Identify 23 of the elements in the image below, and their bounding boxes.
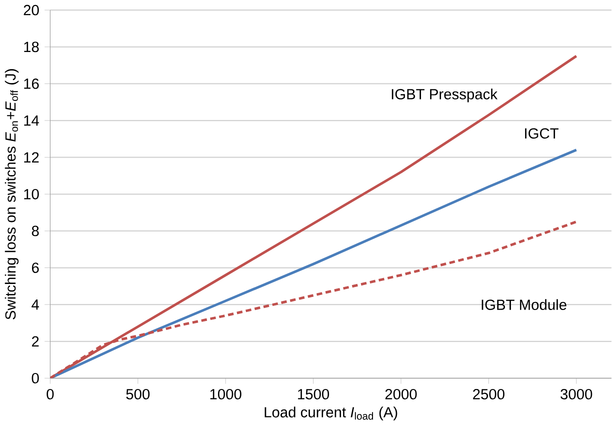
x-tick-label: 0 [46, 388, 54, 400]
series-label: IGCT [525, 128, 558, 139]
x-axis-title: Load current I$_{load}$ (A) [264, 406, 398, 420]
y-axis-title: Switching loss on switches E$_{on}$+E$_{off}$ (J) [4, 69, 19, 320]
x-tick-label: 2500 [473, 388, 504, 400]
y-tick-label: 6 [32, 262, 39, 273]
text: IGBT Module [482, 299, 566, 310]
y-tick-label: 2 [32, 336, 39, 346]
y-tick-label: 0 [32, 372, 39, 384]
y-tick-label: 20 [24, 4, 39, 16]
y-tick-label: 4 [32, 299, 39, 310]
y-tick-label: 8 [32, 226, 39, 236]
y-tick-label: 18 [24, 42, 39, 52]
x-tick-label: 3000 [560, 388, 592, 400]
y-tick-label: 14 [24, 115, 39, 126]
y-tick-label: 12 [24, 152, 39, 162]
x-tick-label: 2000 [385, 388, 417, 400]
y-tick-label: 16 [24, 78, 39, 89]
x-tick-label: 500 [126, 388, 150, 400]
series-label: IGBT Presspack [392, 88, 498, 102]
x-tick-label: 1500 [298, 388, 330, 400]
y-tick-label: 10 [24, 188, 39, 200]
x-tick-label: 1000 [210, 388, 242, 400]
